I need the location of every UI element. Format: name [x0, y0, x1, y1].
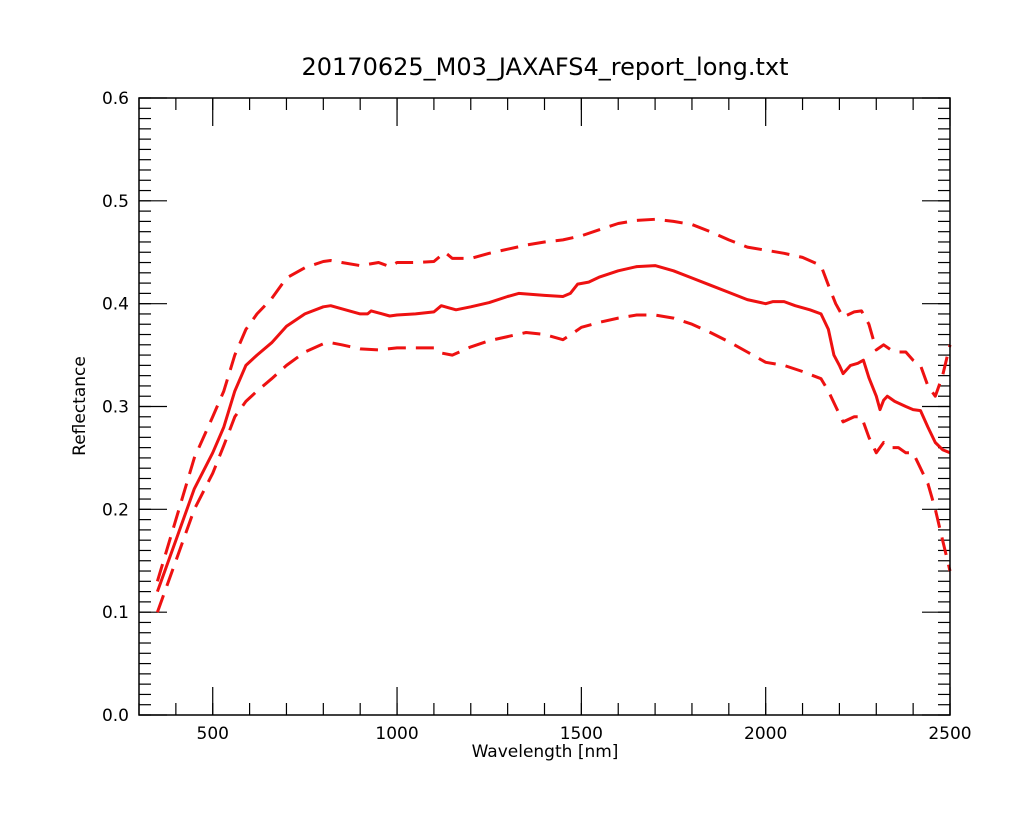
- x-tick-label: 1000: [375, 724, 418, 744]
- series-layer: [155, 217, 952, 613]
- plot-frame: [138, 97, 951, 716]
- y-tick-label: 0.2: [102, 500, 129, 520]
- axis-ticks: [138, 97, 951, 716]
- dashed-series-line-1: [155, 217, 952, 582]
- x-tick-label: 2500: [928, 724, 971, 744]
- y-tick-label: 0.5: [102, 192, 129, 212]
- y-axis-label: Reflectance: [70, 356, 90, 456]
- x-tick-label: 1500: [560, 724, 603, 744]
- dashed-series-line-2: [155, 313, 952, 613]
- solid-series-line: [155, 264, 951, 593]
- y-tick-label: 0.1: [102, 603, 129, 623]
- x-tick-label: 2000: [744, 724, 787, 744]
- y-tick-label: 0.3: [102, 398, 129, 418]
- x-tick-label: 500: [197, 724, 229, 744]
- chart-title: 20170625_M03_JAXAFS4_report_long.txt: [302, 53, 789, 81]
- y-tick-label: 0.6: [102, 89, 129, 109]
- axis-tick-labels: 500 1000 1500 2000 2500 0.0 0.1 0.2 0.3 0.4 0.5 0.6: [102, 89, 972, 744]
- x-axis-label: Wavelength [nm]: [472, 742, 619, 762]
- y-tick-label: 0.4: [102, 295, 129, 315]
- y-tick-label: 0.0: [102, 706, 129, 726]
